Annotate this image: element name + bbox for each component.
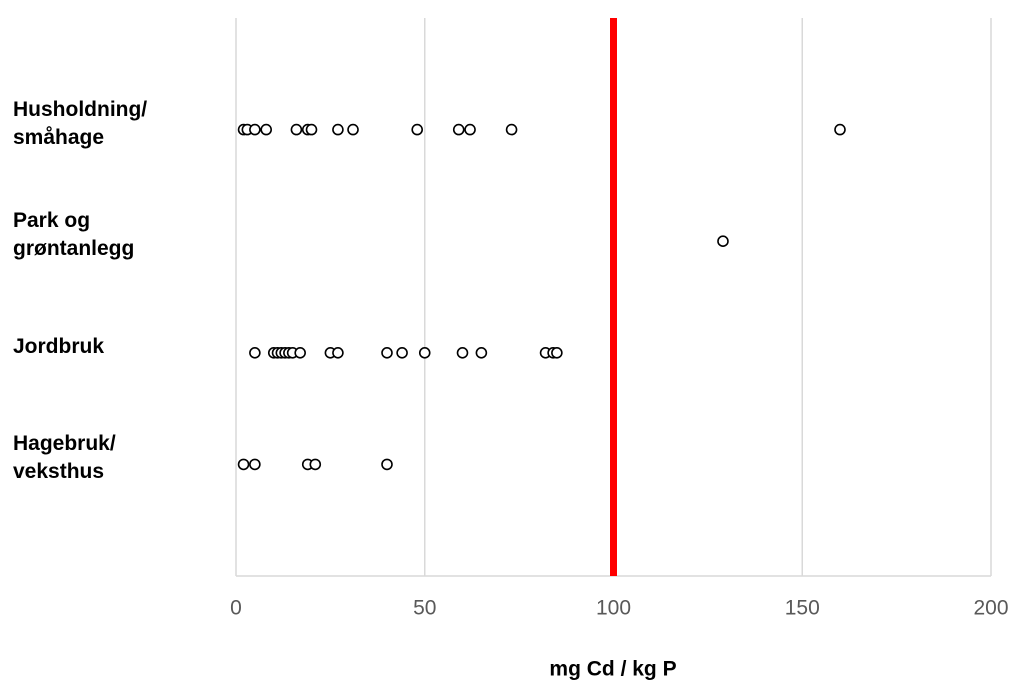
x-tick-label: 150 <box>785 597 820 620</box>
point <box>260 123 273 136</box>
point <box>551 346 563 359</box>
point <box>381 346 393 359</box>
point <box>294 346 306 359</box>
point <box>249 458 261 471</box>
point <box>464 123 476 136</box>
point <box>411 123 424 136</box>
y-tick-label: Jordbruk <box>13 334 105 358</box>
y-tick-label: Husholdning/ småhage <box>13 97 148 149</box>
point <box>456 346 469 359</box>
point <box>332 346 344 359</box>
point <box>249 346 261 359</box>
point <box>381 458 393 471</box>
x-tick-label: 200 <box>973 597 1008 620</box>
point <box>475 346 488 359</box>
point <box>305 123 318 136</box>
point <box>332 123 344 136</box>
y-tick-label: Hagebruk/ veksthus <box>13 432 116 484</box>
point <box>290 123 303 136</box>
point <box>249 123 261 136</box>
x-tick-label: 0 <box>230 597 242 620</box>
point <box>505 123 518 136</box>
point <box>418 346 431 359</box>
x-axis-title: mg Cd / kg P <box>549 658 676 681</box>
point <box>237 458 250 471</box>
point <box>452 123 465 136</box>
x-tick-label: 100 <box>596 597 631 620</box>
point <box>347 123 359 136</box>
x-tick-label: 50 <box>413 597 436 620</box>
point <box>717 235 729 247</box>
y-tick-label: Park og grøntanlegg <box>13 209 135 261</box>
point <box>309 458 322 471</box>
point <box>834 123 846 136</box>
point <box>396 346 408 359</box>
